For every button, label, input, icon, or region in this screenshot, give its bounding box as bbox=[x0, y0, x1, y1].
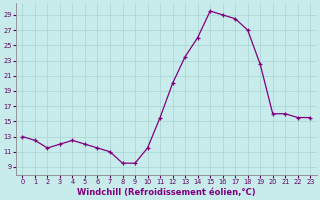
X-axis label: Windchill (Refroidissement éolien,°C): Windchill (Refroidissement éolien,°C) bbox=[77, 188, 256, 197]
